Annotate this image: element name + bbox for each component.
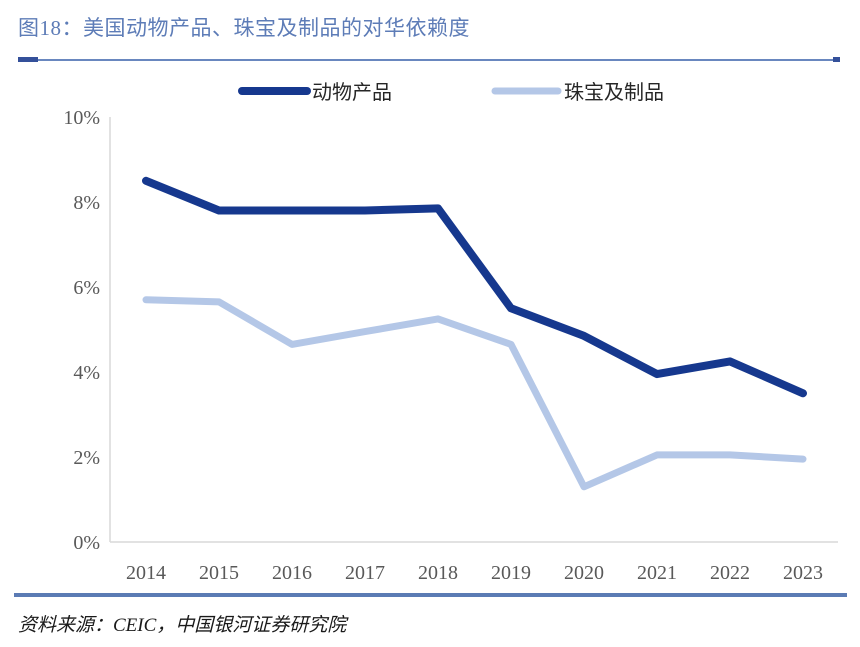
x-tick-label: 2014 <box>126 562 166 584</box>
y-tick-label: 0% <box>73 532 100 554</box>
x-tick-label: 2022 <box>710 562 750 584</box>
x-tick-label: 2019 <box>491 562 531 584</box>
title-rule-left-cap <box>18 57 38 62</box>
series-line-0 <box>142 176 807 398</box>
line-chart: 0% 2% 4% 6% 8% 10% 2014 2015 2016 2017 2018 2019 202… <box>63 81 838 584</box>
x-tick-label: 2017 <box>345 562 385 584</box>
legend-label-1: 珠宝及制品 <box>564 81 664 104</box>
figure-title: 图18：美国动物产品、珠宝及制品的对华依赖度 <box>18 16 470 40</box>
source-note: 资料来源：CEIC，中国银河证券研究院 <box>18 615 347 636</box>
x-tick-label: 2020 <box>564 562 604 584</box>
x-tick-label: 2016 <box>272 562 312 584</box>
x-tick-label: 2023 <box>783 562 823 584</box>
title-rule-right-cap <box>833 57 840 62</box>
y-tick-label: 6% <box>73 277 100 299</box>
y-tick-label: 8% <box>73 192 100 214</box>
y-tick-label: 2% <box>73 447 100 469</box>
title-rule <box>18 57 840 62</box>
x-tick-label: 2021 <box>637 562 677 584</box>
legend-label-0: 动物产品 <box>312 81 392 104</box>
x-tick-label: 2015 <box>199 562 239 584</box>
footer-rule <box>14 593 847 597</box>
y-tick-label: 4% <box>73 362 100 384</box>
x-tick-label: 2018 <box>418 562 458 584</box>
y-tick-label: 10% <box>63 107 100 129</box>
series-line-1 <box>142 296 807 491</box>
